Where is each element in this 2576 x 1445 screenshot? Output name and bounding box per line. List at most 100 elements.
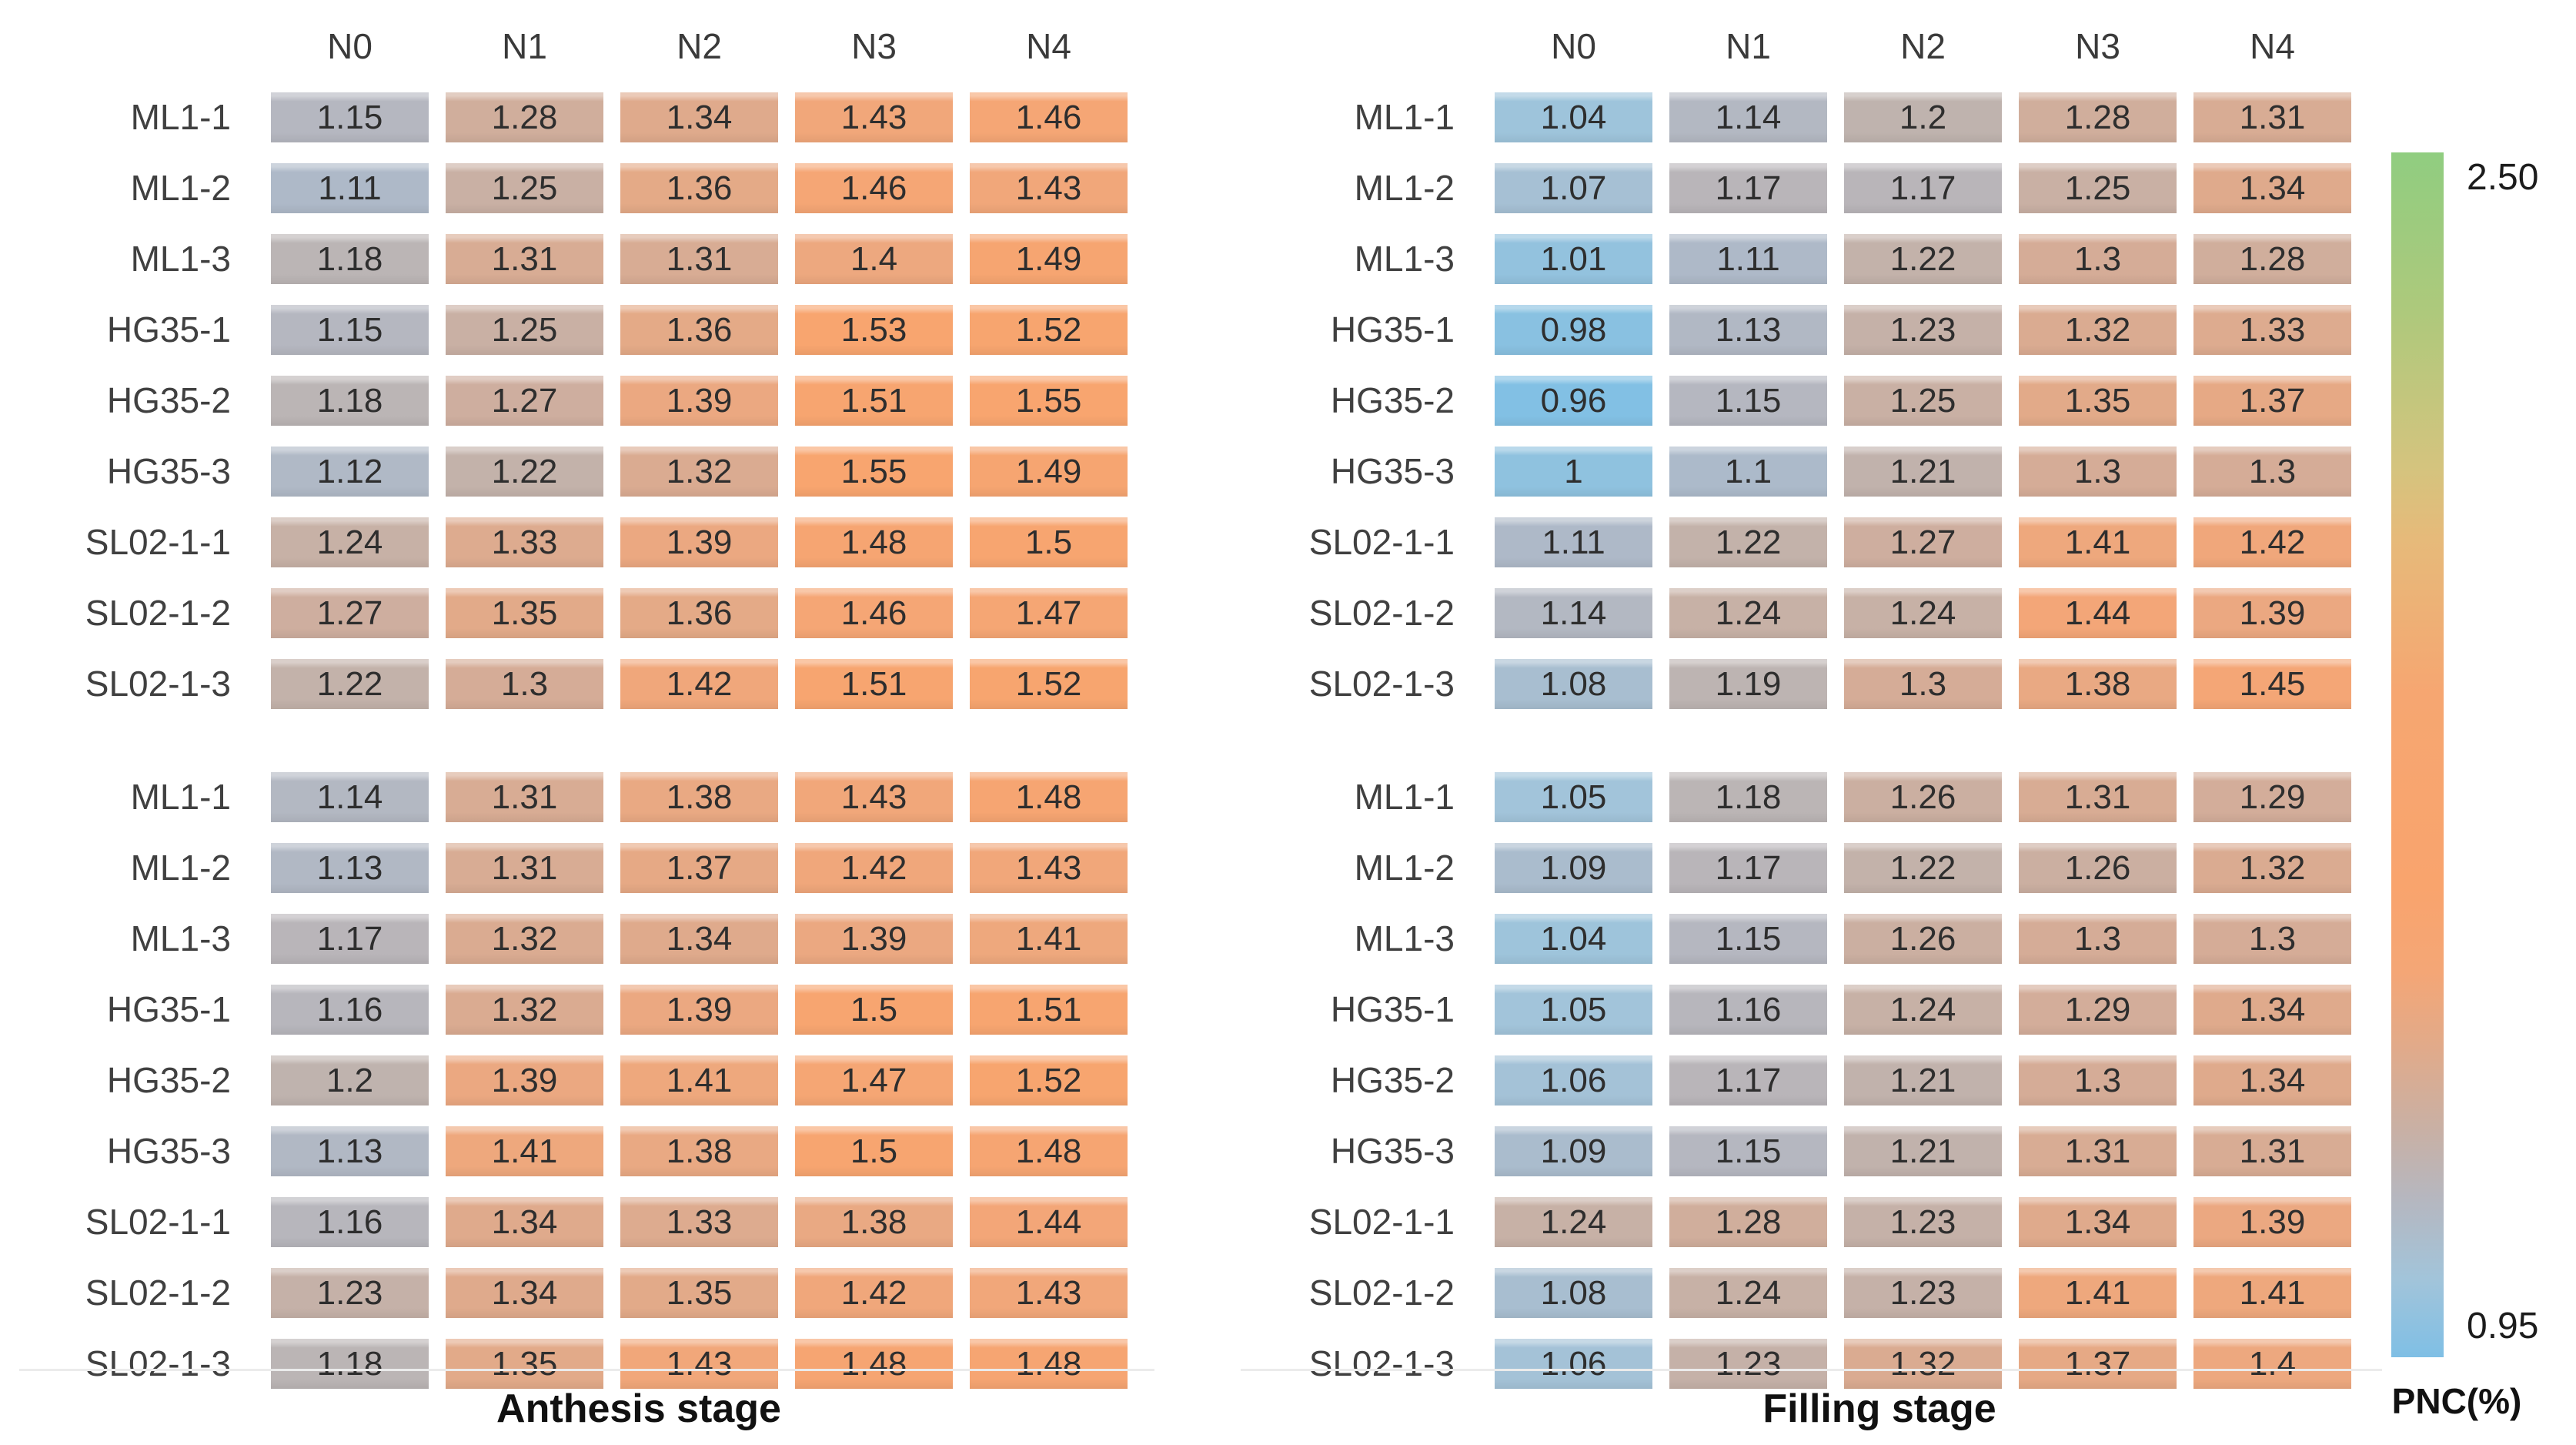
- heatmap-cell: 1.42: [2193, 517, 2351, 567]
- heatmap-cell: 1.24: [1669, 1268, 1827, 1318]
- heatmap-cell: 1.5: [795, 1126, 953, 1176]
- heatmap-cell: 1.29: [2193, 772, 2351, 822]
- heatmap-cell: 1.28: [1669, 1197, 1827, 1247]
- heatmap-cell: 1.12: [271, 447, 429, 497]
- colorbar-min-tick: 0.95: [2467, 1306, 2539, 1346]
- heatmap-anthesis-top: N0 N1 N2 N3 N4 ML1-1 1.15 1.28 1.34 1.43 1.46 ML1-2…: [0, 22, 1128, 709]
- heatmap-cell: 1.37: [2193, 376, 2351, 426]
- heatmap-cell: 1.04: [1495, 914, 1652, 964]
- heatmap-anthesis-bottom: ML1-1 1.14 1.31 1.38 1.43 1.48 ML1-2 1.13 1.31 1.…: [0, 772, 1128, 1389]
- heatmap-cell: 1.08: [1495, 659, 1652, 709]
- heatmap-filling-top: N0 N1 N2 N3 N4 ML1-1 1.04 1.14 1.2 1.28 1.31 ML1-2 1…: [1224, 22, 2351, 709]
- heatmap-cell: 1.47: [795, 1055, 953, 1105]
- heatmap-cell: 1.16: [271, 1197, 429, 1247]
- row-label: HG35-3: [1330, 1131, 1455, 1171]
- heatmap-cell: 1.51: [970, 985, 1128, 1035]
- header-spacer: [1224, 22, 1478, 72]
- row-label: HG35-3: [106, 1131, 231, 1171]
- row-label: SL02-1-1: [1308, 1202, 1455, 1242]
- heatmap-cell: 1.06: [1495, 1055, 1652, 1105]
- heatmap-cell: 1.38: [620, 772, 778, 822]
- heatmap-cell: 1.31: [2193, 92, 2351, 142]
- heatmap-cell: 1.05: [1495, 985, 1652, 1035]
- heatmap-cell: 1.08: [1495, 1268, 1652, 1318]
- heatmap-cell: 1.23: [1844, 1197, 2002, 1247]
- heatmap-cell: 1.34: [2193, 1055, 2351, 1105]
- row-label: ML1-2: [130, 168, 231, 208]
- heatmap-cell: 1.37: [2019, 1339, 2177, 1389]
- colorbar-max-tick: 2.50: [2467, 157, 2539, 198]
- heatmap-cell: 1.31: [446, 234, 603, 284]
- heatmap-cell: 1.27: [271, 588, 429, 638]
- heatmap-cell: 1.32: [620, 447, 778, 497]
- heatmap-cell: 1.16: [1669, 985, 1827, 1035]
- heatmap-cell: 1.15: [271, 305, 429, 355]
- heatmap-cell: 1.36: [620, 163, 778, 213]
- heatmap-cell: 1.31: [446, 843, 603, 893]
- row-label: HG35-1: [1330, 989, 1455, 1029]
- heatmap-cell: 1.09: [1495, 843, 1652, 893]
- row-label: ML1-2: [1354, 168, 1455, 208]
- heatmap-cell: 1: [1495, 447, 1652, 497]
- row-label: HG35-2: [1330, 380, 1455, 420]
- heatmap-cell: 1.32: [2193, 843, 2351, 893]
- stage-label-anthesis: Anthesis stage: [496, 1386, 781, 1431]
- heatmap-cell: 1.38: [795, 1197, 953, 1247]
- heatmap-cell: 1.39: [620, 376, 778, 426]
- row-label: SL02-1-2: [1308, 1273, 1455, 1313]
- heatmap-cell: 1.52: [970, 659, 1128, 709]
- row-label: ML1-1: [130, 777, 231, 817]
- heatmap-cell: 1.3: [2019, 1055, 2177, 1105]
- heatmap-cell: 1.39: [446, 1055, 603, 1105]
- colorbar-gradient: [2391, 152, 2444, 1357]
- heatmap-cell: 1.49: [970, 234, 1128, 284]
- heatmap-cell: 1.39: [620, 517, 778, 567]
- row-label: ML1-2: [1354, 848, 1455, 888]
- heatmap-cell: 1.52: [970, 1055, 1128, 1105]
- heatmap-cell: 1.34: [620, 914, 778, 964]
- column-header: N4: [2250, 26, 2295, 66]
- heatmap-cell: 1.55: [970, 376, 1128, 426]
- heatmap-cell: 1.42: [795, 1268, 953, 1318]
- heatmap-cell: 1.47: [970, 588, 1128, 638]
- heatmap-cell: 1.32: [446, 914, 603, 964]
- heatmap-cell: 1.32: [446, 985, 603, 1035]
- column-header: N0: [327, 26, 373, 66]
- heatmap-cell: 1.31: [446, 772, 603, 822]
- heatmap-cell: 1.26: [2019, 843, 2177, 893]
- heatmap-cell: 1.22: [271, 659, 429, 709]
- row-label: SL02-1-3: [85, 664, 231, 704]
- heatmap-cell: 1.34: [446, 1268, 603, 1318]
- stage-label-filling: Filling stage: [1762, 1386, 1996, 1431]
- column-header: N1: [502, 26, 547, 66]
- heatmap-cell: 1.39: [2193, 1197, 2351, 1247]
- heatmap-cell: 1.38: [620, 1126, 778, 1176]
- heatmap-cell: 1.49: [970, 447, 1128, 497]
- heatmap-cell: 1.31: [2019, 1126, 2177, 1176]
- heatmap-cell: 1.11: [271, 163, 429, 213]
- heatmap-cell: 1.18: [1669, 772, 1827, 822]
- heatmap-cell: 1.26: [1844, 914, 2002, 964]
- heatmap-cell: 1.43: [620, 1339, 778, 1389]
- heatmap-cell: 1.15: [1669, 914, 1827, 964]
- heatmap-cell: 1.24: [1844, 985, 2002, 1035]
- heatmap-cell: 1.35: [446, 1339, 603, 1389]
- bottom-rule-left: [19, 1369, 1154, 1371]
- heatmap-cell: 1.3: [446, 659, 603, 709]
- heatmap-cell: 1.14: [271, 772, 429, 822]
- heatmap-cell: 1.22: [1844, 234, 2002, 284]
- heatmap-cell: 1.17: [1669, 163, 1827, 213]
- heatmap-filling-bottom: ML1-1 1.05 1.18 1.26 1.31 1.29 ML1-2 1.09 1.17 1.…: [1224, 772, 2351, 1389]
- column-header: N1: [1726, 26, 1771, 66]
- heatmap-cell: 1.35: [620, 1268, 778, 1318]
- heatmap-cell: 1.38: [2019, 659, 2177, 709]
- heatmap-cell: 1.11: [1669, 234, 1827, 284]
- heatmap-cell: 1.31: [620, 234, 778, 284]
- heatmap-cell: 1.28: [2019, 92, 2177, 142]
- row-label: HG35-3: [1330, 451, 1455, 491]
- heatmap-cell: 1.43: [795, 772, 953, 822]
- heatmap-cell: 1.13: [1669, 305, 1827, 355]
- heatmap-cell: 1.21: [1844, 1126, 2002, 1176]
- heatmap-cell: 1.48: [795, 517, 953, 567]
